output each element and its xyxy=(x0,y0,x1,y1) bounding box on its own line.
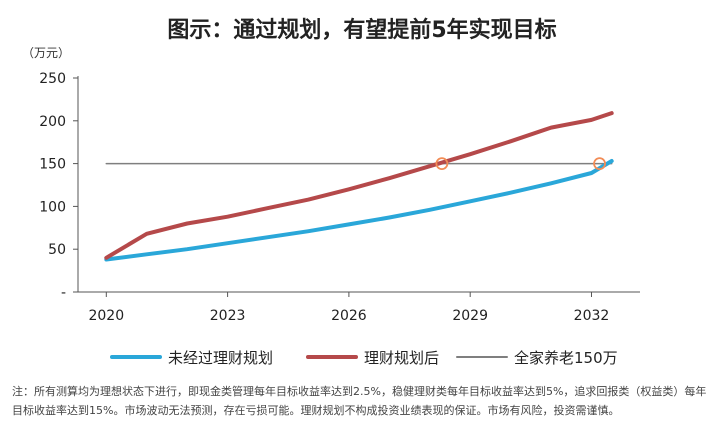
x-tick-label-2032: 2032 xyxy=(574,308,610,324)
legend-label-target: 全家养老150万 xyxy=(514,348,618,367)
series-line-planned xyxy=(104,111,614,260)
legend-label-unplanned: 未经过理财规划 xyxy=(168,348,274,367)
legend-label-planned: 理财规划后 xyxy=(364,348,440,367)
legend-item-unplanned: 未经过理财规划 xyxy=(110,345,273,369)
x-tick-label-2020: 2020 xyxy=(88,308,124,324)
line-chart: - 50 100 150 200 250 2020 2023 2026 2029 2032 xyxy=(39,71,640,324)
x-tick-label-2023: 2023 xyxy=(210,308,246,324)
legend-swatch-unplanned xyxy=(110,355,162,359)
y-tick-label-250: 250 xyxy=(39,71,66,87)
intersection-marker-2 xyxy=(593,157,606,171)
y-tick-label-200: 200 xyxy=(39,114,66,130)
legend-swatch-planned xyxy=(306,355,358,359)
chart-title: 图示：通过规划，有望提前5年实现目标 xyxy=(167,18,557,43)
x-tick-label-2029: 2029 xyxy=(452,308,488,324)
y-tick-label-50: 50 xyxy=(48,242,66,258)
legend-item-planned: 理财规划后 xyxy=(306,345,439,369)
legend-item-target: 全家养老150万 xyxy=(456,345,618,369)
footnote: 注：所有测算均为理想状态下进行，即现金类管理每年目标收益率达到2.5%，稳健理财… xyxy=(12,385,707,417)
series-line-unplanned xyxy=(104,159,614,262)
y-tick-label-150: 150 xyxy=(39,157,66,173)
chart-legend: 未经过理财规划 理财规划后 全家养老150万 xyxy=(110,345,710,369)
y-tick-label-0: - xyxy=(61,285,66,301)
x-tick-label-2026: 2026 xyxy=(331,308,367,324)
y-axis-unit-label: （万元） xyxy=(22,46,71,60)
intersection-marker-1 xyxy=(435,157,449,171)
y-tick-label-100: 100 xyxy=(39,199,66,215)
legend-swatch-target xyxy=(456,356,508,358)
